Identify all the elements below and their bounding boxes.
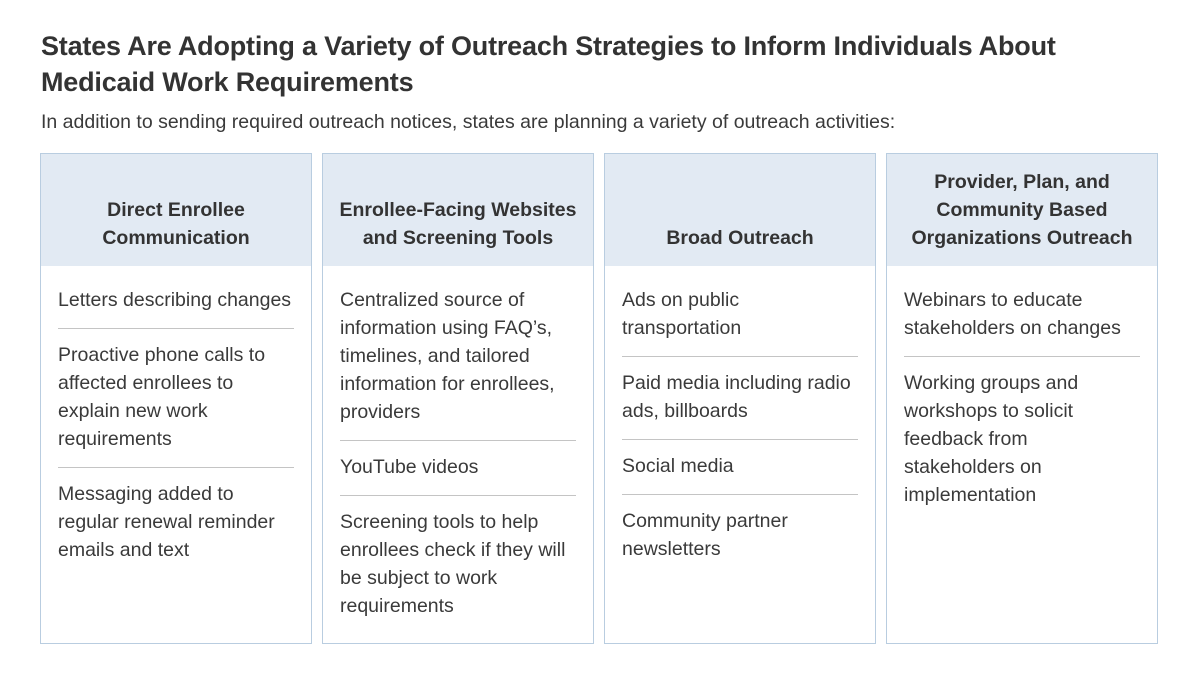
list-item: Centralized source of information using … [340,286,576,441]
column-heading-text: Direct Enrollee Communication [102,199,250,249]
column-item-list: Ads on public transportation Paid media … [605,266,875,563]
column-provider-plan-cbo-outreach: Provider, Plan, and Community Based Orga… [886,153,1158,644]
list-item: Paid media including radio ads, billboar… [622,369,858,440]
list-item: Webinars to educate stakeholders on chan… [904,286,1140,357]
page-title: States Are Adopting a Variety of Outreac… [41,31,1056,97]
list-item: Messaging added to regular renewal remin… [58,483,275,561]
column-item-list: Webinars to educate stakeholders on chan… [887,266,1157,509]
list-item: YouTube videos [340,453,576,496]
column-item-list: Letters describing changes Proactive pho… [41,266,311,564]
column-heading: Broad Outreach [605,154,875,266]
column-direct-enrollee-communication: Direct Enrollee Communication Letters de… [40,153,312,644]
list-item: Community partner newsletters [622,510,788,560]
column-heading: Enrollee-Facing Websites and Screening T… [323,154,593,266]
column-heading-text: Enrollee-Facing Websites and Screening T… [339,199,577,249]
list-item: Letters describing changes [58,286,294,329]
list-item: Working groups and workshops to solicit … [904,372,1079,506]
page-subtitle: In addition to sending required outreach… [41,111,896,133]
strategy-columns: Direct Enrollee Communication Letters de… [40,153,1160,644]
column-broad-outreach: Broad Outreach Ads on public transportat… [604,153,876,644]
column-heading-text: Broad Outreach [666,227,814,249]
column-heading: Provider, Plan, and Community Based Orga… [887,154,1157,266]
column-heading: Direct Enrollee Communication [41,154,311,266]
list-item: Proactive phone calls to affected enroll… [58,341,294,468]
column-enrollee-facing-websites: Enrollee-Facing Websites and Screening T… [322,153,594,644]
column-heading-text: Provider, Plan, and Community Based Orga… [911,171,1133,249]
list-item: Social media [622,452,858,495]
list-item: Ads on public transportation [622,286,858,357]
column-item-list: Centralized source of information using … [323,266,593,620]
list-item: Screening tools to help enrollees check … [340,511,566,617]
